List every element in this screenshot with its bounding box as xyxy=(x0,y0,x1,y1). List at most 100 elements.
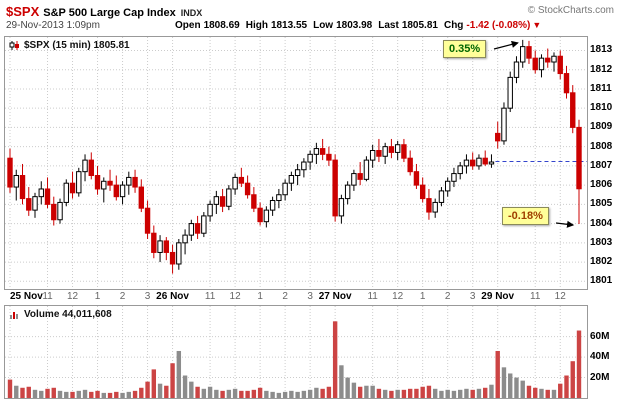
open-label: Open xyxy=(175,20,201,31)
volume-bar xyxy=(464,388,469,398)
x-hour-label: 12 xyxy=(229,291,241,302)
volume-bar xyxy=(26,386,31,398)
candle xyxy=(407,157,413,173)
price-tick-label: 1812 xyxy=(590,63,613,75)
candle xyxy=(526,46,532,59)
volume-bar xyxy=(508,373,513,398)
candle xyxy=(388,146,395,153)
volume-bar xyxy=(145,381,150,398)
candle xyxy=(313,148,320,155)
volume-bar xyxy=(426,385,432,398)
candle xyxy=(451,173,457,182)
price-y-axis: 1801 1802 1803 1804 1805 1806 1807 1808 1809 1810… xyxy=(590,36,619,290)
candle xyxy=(294,169,301,177)
candle xyxy=(219,196,226,207)
volume-bar xyxy=(132,390,138,398)
x-axis-labels: 25 Nov 11 12 1 2 3 26 Nov 11 12 1 2 3 27 Nov 11 12 1 2 3 2… xyxy=(0,291,588,304)
last-value: 1805.81 xyxy=(401,20,438,31)
candle xyxy=(551,55,557,63)
candle xyxy=(57,201,63,221)
volume-y-axis: 20M 40M 60M xyxy=(590,305,619,399)
x-hour-label: 1 xyxy=(257,291,263,302)
volume-bar xyxy=(232,388,238,398)
candle xyxy=(351,173,357,186)
candle xyxy=(369,149,376,161)
x-hour-label: 3 xyxy=(307,291,313,302)
volume-bar xyxy=(520,380,525,398)
open-value: 1808.69 xyxy=(203,20,240,31)
volume-panel-label: Volume 44,011,608 xyxy=(9,309,112,320)
price-tick-label: 1806 xyxy=(590,179,613,191)
candle xyxy=(357,173,363,180)
candle xyxy=(538,57,545,71)
chg-label: Chg xyxy=(443,20,464,31)
x-day-label: 25 Nov xyxy=(10,291,43,302)
volume-bar xyxy=(14,385,19,398)
down-arrow-icon: ▼ xyxy=(532,20,542,30)
price-tick-label: 1808 xyxy=(590,140,613,152)
candle xyxy=(319,148,326,155)
volume-bar xyxy=(189,381,194,398)
x-day-label: 29 Nov xyxy=(481,291,515,302)
x-hour-label: 2 xyxy=(282,291,288,302)
candle xyxy=(520,46,526,63)
volume-bar xyxy=(395,389,400,398)
candle xyxy=(513,61,520,78)
x-hour-label: 12 xyxy=(392,291,404,302)
candle xyxy=(244,182,251,196)
price-panel-title: $SPX (15 min) 1805.81 xyxy=(24,40,130,51)
candle xyxy=(7,157,13,188)
candle xyxy=(176,242,182,265)
candle xyxy=(276,194,282,202)
volume-bar xyxy=(264,390,269,398)
x-hour-label: 11 xyxy=(530,291,541,302)
volume-bar xyxy=(32,389,38,398)
price-tick-label: 1810 xyxy=(590,102,613,114)
x-hour-label: 1 xyxy=(419,291,426,302)
ticker-symbol: $SPX xyxy=(6,4,40,19)
low-value: 1803.98 xyxy=(336,20,373,31)
volume-bar xyxy=(251,389,257,398)
volume-bar xyxy=(57,390,63,398)
candle xyxy=(413,171,420,186)
annotation-high-percent: 0.35% xyxy=(443,40,487,58)
volume-chart-svg xyxy=(5,306,587,398)
candle xyxy=(419,184,426,200)
chg-value: -1.42 (-0.08%) xyxy=(466,20,531,31)
candle xyxy=(101,180,107,190)
candle xyxy=(326,153,332,161)
volume-bar xyxy=(301,390,307,398)
candle xyxy=(426,198,432,213)
candle xyxy=(251,194,257,209)
volume-panel-title: Volume 44,011,608 xyxy=(24,309,112,320)
candlestick-icon xyxy=(9,41,19,50)
candle xyxy=(169,251,176,265)
candle xyxy=(188,223,195,236)
candle xyxy=(363,159,370,180)
price-tick-label: 1813 xyxy=(590,44,613,56)
candle xyxy=(401,144,407,159)
candle xyxy=(182,234,188,244)
volume-bar xyxy=(182,375,188,398)
volume-bar xyxy=(320,388,325,398)
x-hour-label: 1 xyxy=(94,291,101,302)
candle xyxy=(269,200,276,211)
volume-bar xyxy=(326,386,332,398)
volume-bar xyxy=(483,387,488,398)
volume-bar xyxy=(164,385,169,398)
candle xyxy=(263,209,270,223)
volume-bar xyxy=(170,363,175,398)
x-hour-label: 11 xyxy=(42,291,53,302)
volume-bar xyxy=(114,391,119,398)
candle xyxy=(288,175,295,184)
candle xyxy=(194,223,201,234)
candle xyxy=(301,161,307,171)
candle xyxy=(163,240,170,253)
low-label: Low xyxy=(313,20,334,31)
candle xyxy=(394,144,401,153)
candle xyxy=(94,175,101,190)
volume-bar xyxy=(420,386,425,398)
volume-bar xyxy=(476,388,482,398)
volume-bar xyxy=(51,387,56,398)
volume-bar xyxy=(445,389,450,398)
